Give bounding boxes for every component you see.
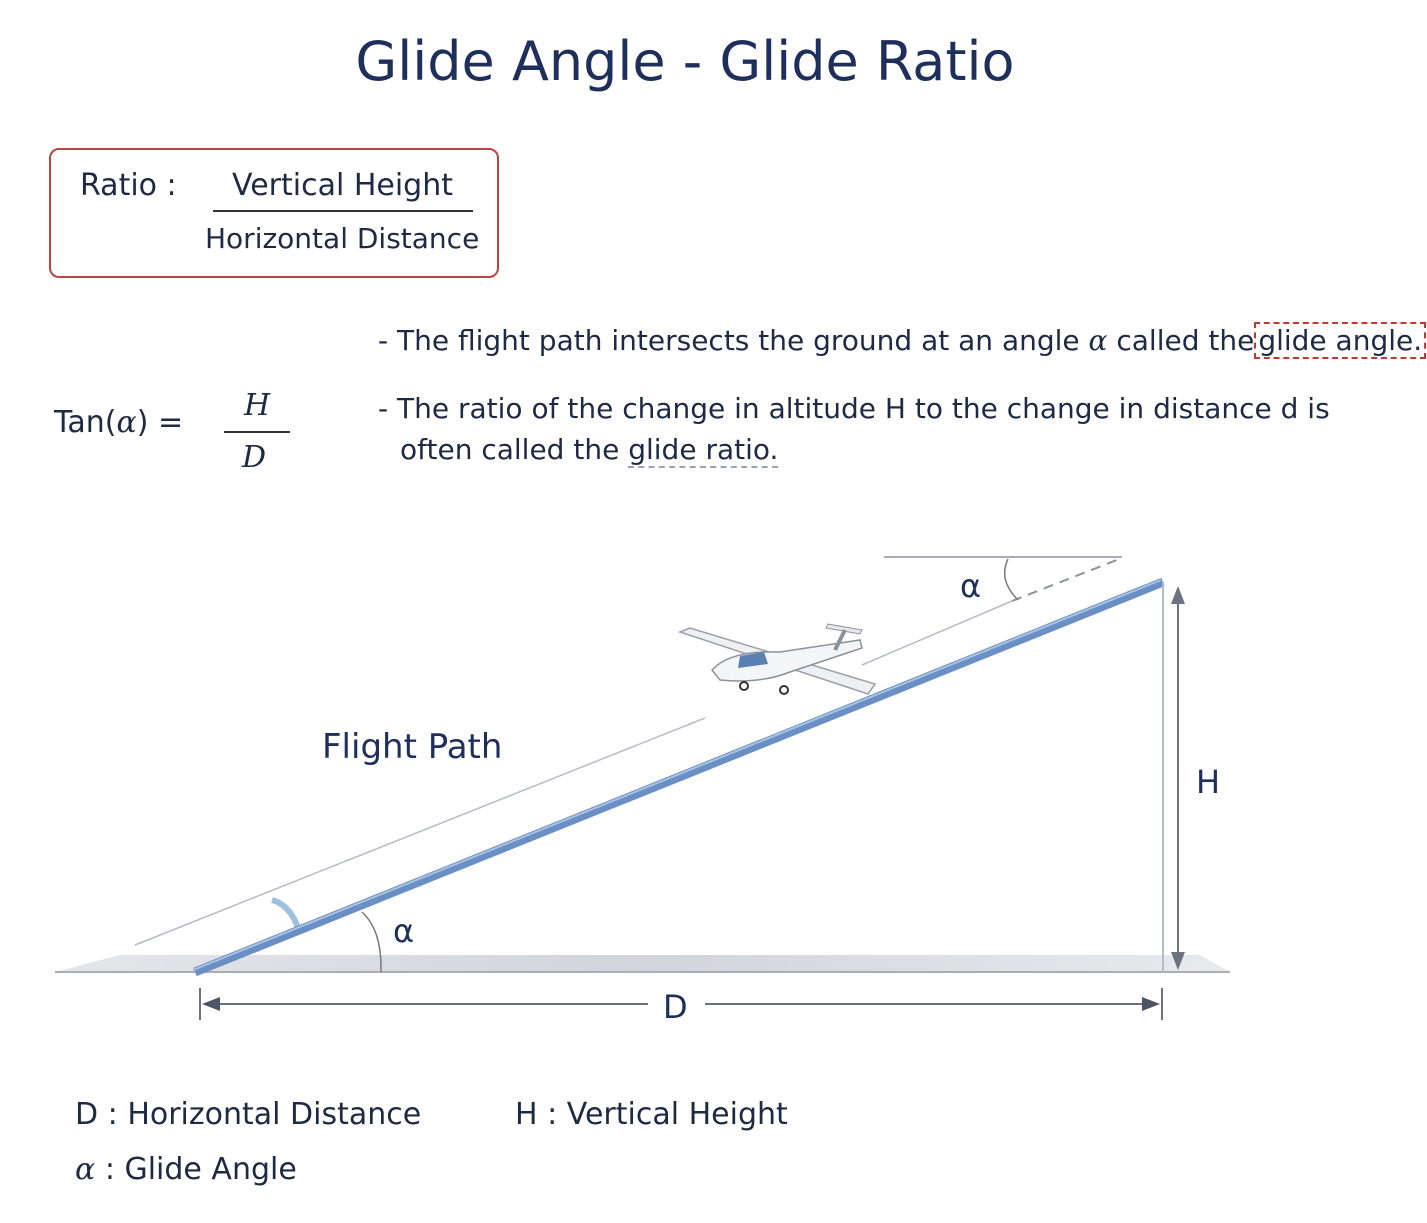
formula-numerator: H	[244, 388, 271, 423]
bullet-text: The flight path intersects the ground at…	[397, 324, 1080, 357]
top-angle-arc	[1003, 558, 1019, 601]
legend-alpha: α : Glide Angle	[75, 1152, 297, 1187]
legend-text: Vertical Height	[566, 1097, 788, 1132]
faint-angle-arc	[271, 897, 301, 930]
legend-key: D	[75, 1097, 99, 1132]
ratio-definition-box	[49, 148, 499, 278]
glide-ratio-highlight: glide ratio.	[628, 433, 779, 468]
bullet-text: often called the	[400, 433, 620, 466]
ground-strip	[55, 955, 1230, 972]
formula-denominator: D	[242, 440, 267, 475]
glider-icon	[677, 623, 877, 695]
distance-label: D	[663, 988, 688, 1026]
alpha-symbol: α	[1088, 324, 1108, 357]
bullet-text: The ratio of the change in altitude H to…	[397, 392, 1330, 425]
legend-key: α	[75, 1152, 96, 1187]
ratio-label: Ratio :	[80, 168, 177, 203]
ratio-numerator: Vertical Height	[232, 168, 454, 203]
ratio-denominator: Horizontal Distance	[205, 222, 480, 255]
tan-formula-lhs: Tan(α) =	[54, 405, 183, 440]
formula-fraction-bar	[224, 431, 290, 433]
ratio-fraction-bar	[213, 210, 473, 212]
legend-key: H	[515, 1097, 538, 1132]
alpha-symbol: α	[116, 405, 137, 440]
legend-text: Horizontal Distance	[127, 1097, 422, 1132]
formula-suffix: ) =	[136, 405, 184, 440]
distance-arrow-right-icon	[1142, 997, 1160, 1011]
formula-prefix: Tan(	[54, 405, 117, 440]
glide-angle-highlight: glide angle.	[1254, 322, 1427, 359]
page-title: Glide Angle - Glide Ratio	[355, 30, 1015, 93]
height-arrow-up-icon	[1171, 586, 1185, 604]
alpha-top-label: α	[960, 567, 981, 605]
bullet-text: called the	[1116, 324, 1255, 357]
bullet-dash: -	[378, 324, 389, 357]
bullet-glide-angle: - The flight path intersects the ground …	[378, 322, 1427, 359]
distance-arrow-left-icon	[202, 997, 220, 1011]
flight-path-line	[193, 577, 1165, 977]
bullet-dash: -	[378, 392, 389, 425]
flight-path-highlight	[192, 579, 1162, 971]
bullet-glide-ratio-line2: often called the glide ratio.	[400, 433, 779, 468]
legend-sep: :	[104, 1152, 115, 1187]
ground-angle-arc	[361, 911, 382, 973]
legend-sep: :	[547, 1097, 558, 1132]
reference-line	[861, 600, 1013, 666]
legend-distance: D : Horizontal Distance	[75, 1097, 421, 1132]
legend-sep: :	[107, 1097, 118, 1132]
alpha-ground-label: α	[393, 912, 414, 950]
reference-line-dashed	[1011, 557, 1123, 602]
reference-line	[134, 717, 706, 946]
bullet-glide-ratio: - The ratio of the change in altitude H …	[378, 392, 1330, 425]
height-arrow-down-icon	[1171, 952, 1185, 970]
flight-path-label: Flight Path	[322, 727, 502, 767]
legend-height: H : Vertical Height	[515, 1097, 788, 1132]
height-label: H	[1196, 763, 1220, 801]
legend-text: Glide Angle	[124, 1152, 297, 1187]
